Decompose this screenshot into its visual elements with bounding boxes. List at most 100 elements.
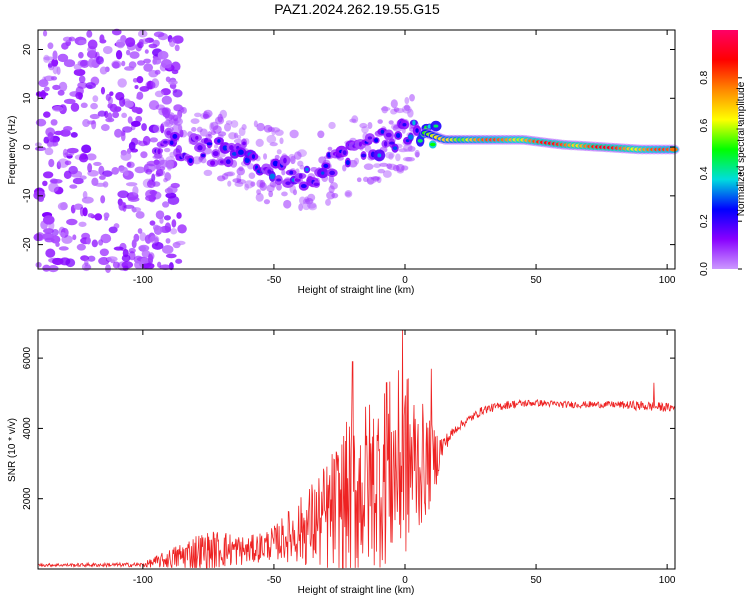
spectrogram-blob [163, 215, 171, 221]
spectrogram-blob [112, 111, 120, 119]
spectrogram-blob [37, 196, 45, 202]
spectrogram-blob [164, 187, 173, 194]
spectrogram-blob [45, 248, 56, 258]
spectrogram-blob [383, 141, 388, 147]
spectrogram-blob [170, 182, 180, 189]
spectrogram-blob [131, 106, 140, 113]
spectrogram-blob [165, 192, 177, 199]
y-tick-label: -10 [22, 188, 33, 203]
spectrogram-blob [380, 129, 385, 134]
spectrogram-blob [377, 168, 386, 174]
spectrogram-blob [143, 63, 154, 72]
spectrogram-blob [177, 224, 187, 234]
y-tick-label: 6000 [22, 347, 33, 370]
colorbar-ticks: 0.0 0.2 0.4 0.6 0.8 [699, 70, 742, 276]
spectrogram-blob [268, 190, 274, 198]
spectrogram-blob [199, 128, 208, 137]
colorbar-tick-label: 0.4 [699, 166, 710, 180]
snr-series-line [38, 330, 675, 569]
spectrogram-blob [112, 261, 120, 269]
spectrogram-blob [105, 93, 112, 102]
spectrogram-blob [382, 170, 392, 178]
spectrogram-blob [395, 133, 401, 138]
spectrogram-blob [86, 30, 93, 38]
spectrogram-blob [99, 66, 108, 75]
spectrogram-blob [113, 246, 124, 251]
spectrogram-blob [168, 79, 178, 85]
spectrogram-blob [165, 156, 176, 164]
spectrogram-blob [175, 240, 186, 246]
x-tick-label: 0 [402, 575, 408, 586]
spectrogram-blob [149, 137, 158, 143]
spectrogram-blob [42, 215, 55, 225]
spectrogram-blob [87, 162, 93, 173]
spectrogram-blob [79, 175, 87, 180]
spectrogram-blob [329, 170, 336, 176]
spectrogram-blob [78, 75, 86, 84]
spectrogram-blob [102, 46, 113, 55]
spectrogram-blob [144, 234, 152, 244]
x-tick-label: -100 [133, 575, 153, 586]
spectrogram-blob [298, 203, 304, 211]
snr-x-axis-label: Height of straight line (km) [298, 585, 415, 596]
spectrogram-blob [213, 144, 219, 149]
spectrogram-blob [210, 160, 216, 166]
spectrogram-blob [210, 130, 216, 136]
spectrogram-blob [403, 104, 410, 111]
spectrogram-blob [136, 76, 144, 84]
spectrogram-blob [87, 255, 96, 262]
spectrogram-blob [331, 192, 339, 199]
spectrogram-blob [401, 165, 409, 171]
spectrogram-blob [125, 37, 136, 48]
spectrogram-blob [35, 262, 42, 268]
spectrogram-blob [79, 59, 90, 68]
spectrogram-blob [55, 242, 60, 247]
spectrogram-blob [57, 158, 69, 168]
spectrogram-blob [165, 76, 171, 83]
spectrogram-blob [123, 204, 135, 209]
spectrogram-blob [163, 147, 171, 153]
spectrogram-blob [148, 69, 159, 78]
snr-x-ticks: -100 -50 0 50 100 [133, 330, 676, 586]
spectrogram-blob [157, 148, 161, 155]
spectrogram-blob [188, 158, 193, 164]
spectrogram-blob [356, 177, 362, 183]
snr-frame [37, 329, 676, 570]
spectrogram-blob [359, 122, 368, 129]
spectrogram-blob [255, 192, 264, 202]
spectrogram-blob [363, 176, 369, 183]
spectrogram-blob [165, 238, 171, 244]
spectrogram-blob [167, 112, 175, 120]
spectrogram-blob [129, 51, 140, 59]
y-tick-label: 2000 [22, 487, 33, 510]
spectrogram-blob [151, 241, 164, 250]
spectrogram-blob [206, 142, 213, 146]
spectrogram-blob [395, 153, 401, 162]
spectrogram-blob [172, 133, 178, 139]
spectrogram-blob [51, 58, 59, 67]
spectrogram-blob [377, 119, 383, 124]
spectrogram-blob [125, 182, 138, 187]
spectrogram-blob [87, 39, 98, 50]
spectrogram-blob [377, 153, 382, 158]
spectrogram-blob [179, 129, 188, 138]
spectrogram-blob [57, 53, 69, 63]
spectrogram-blob [238, 127, 246, 136]
spectrogram-blob [233, 138, 243, 144]
colorbar-tick-label: 0.8 [699, 70, 710, 84]
spectrogram-blob [99, 248, 109, 257]
spectrogram-blob [157, 50, 169, 60]
spectrogram-blob [294, 178, 301, 182]
spectrogram-blob [342, 164, 347, 172]
spectrogram-blob [281, 191, 288, 197]
spectrogram-blob [166, 163, 172, 171]
spectrogram-blob [274, 154, 280, 160]
spectrogram-blob [345, 191, 351, 197]
spectrogram-blob [266, 134, 277, 144]
spectrogram-blob [113, 223, 120, 229]
spectrogram-blob [153, 159, 160, 165]
spectrogram-blob [313, 182, 320, 186]
colorbar-gradient [712, 30, 738, 269]
